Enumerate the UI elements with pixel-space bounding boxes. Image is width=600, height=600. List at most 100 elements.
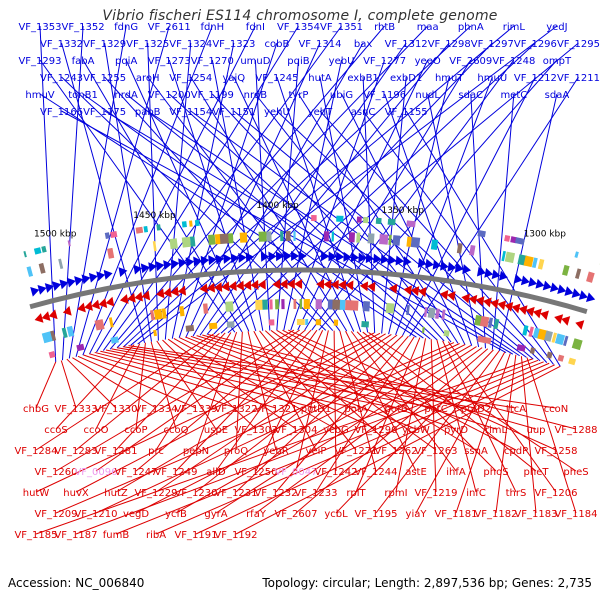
reverse-gene-label[interactable]: allD [206, 467, 226, 478]
reverse-gene-label[interactable]: VF_1210 [74, 509, 117, 520]
reverse-gene-label[interactable]: VF_0047 [274, 467, 317, 478]
forward-gene-label[interactable]: VF_1352 [62, 22, 105, 33]
forward-gene-label[interactable]: yedJ [546, 22, 567, 33]
forward-gene-label[interactable]: maa [417, 22, 439, 33]
reverse-gene-label[interactable]: VF_0096 [74, 467, 117, 478]
reverse-gene-label[interactable]: pepN [183, 446, 209, 457]
forward-gene-label[interactable]: VF_1354 [277, 22, 320, 33]
forward-gene-label[interactable]: VF_1255 [83, 73, 126, 84]
forward-gene-label[interactable]: VF_1211 [557, 73, 600, 84]
forward-gene-label[interactable]: yeeO [415, 56, 441, 67]
reverse-gene-label[interactable]: VF_1271 [334, 446, 377, 457]
forward-gene-label[interactable]: exbB1 [347, 73, 378, 84]
forward-gene-label[interactable]: bax [354, 39, 372, 50]
forward-gene-label[interactable]: VF_1329 [83, 39, 126, 50]
forward-gene-label[interactable]: VF_2611 [148, 22, 191, 33]
forward-gene-label[interactable]: VF_1277 [363, 56, 406, 67]
forward-gene-label[interactable]: VF_1353 [18, 22, 61, 33]
reverse-gene-label[interactable]: VF_1242 [314, 467, 357, 478]
reverse-gene-label[interactable]: potB [384, 404, 407, 415]
reverse-gene-label[interactable]: VF_2607 [274, 509, 317, 520]
forward-gene-label[interactable]: ompT [543, 56, 572, 67]
reverse-gene-label[interactable]: ihfA [446, 467, 466, 478]
reverse-gene-label[interactable]: pyrD [444, 425, 468, 436]
reverse-gene-label[interactable]: VF_1232 [254, 488, 297, 499]
forward-gene-label[interactable]: VF_1296 [514, 39, 557, 50]
reverse-gene-label[interactable]: ycbG [323, 425, 349, 436]
forward-gene-label[interactable]: VF_1175 [83, 107, 126, 118]
reverse-gene-label[interactable]: VF_1288 [554, 425, 597, 436]
forward-gene-label[interactable]: pabB [135, 107, 161, 118]
reverse-gene-label[interactable]: potD1 [301, 404, 331, 415]
forward-gene-label[interactable]: VF_1295 [557, 39, 600, 50]
forward-gene-label[interactable]: sdaC [458, 90, 483, 101]
forward-gene-label[interactable]: sdaA [545, 90, 570, 101]
forward-gene-label[interactable]: VF_1293 [18, 56, 61, 67]
reverse-gene-label[interactable]: VF_1247 [114, 467, 157, 478]
reverse-gene-label[interactable]: ccoQ [164, 425, 189, 436]
forward-gene-label[interactable]: VF_1312 [385, 39, 428, 50]
forward-gene-label[interactable]: VF_1270 [191, 56, 234, 67]
forward-gene-label[interactable]: yebU [329, 56, 355, 67]
forward-gene-label[interactable]: VF_1154 [169, 107, 212, 118]
forward-gene-label[interactable]: hmuT [435, 73, 464, 84]
reverse-gene-label[interactable]: VF_1263 [414, 446, 457, 457]
forward-gene-label[interactable]: hmuV [25, 90, 54, 101]
reverse-gene-label[interactable]: ssnA [464, 446, 488, 457]
forward-gene-label[interactable]: hmuU [477, 73, 507, 84]
forward-gene-label[interactable]: phnA [458, 22, 484, 33]
forward-gene-label[interactable]: tyrP [288, 90, 308, 101]
reverse-gene-label[interactable]: VF_1303 [234, 425, 277, 436]
forward-gene-label[interactable]: nudL [415, 90, 440, 101]
reverse-gene-label[interactable]: VF_1182 [474, 509, 517, 520]
forward-gene-label[interactable]: VF_1324 [169, 39, 212, 50]
reverse-gene-label[interactable]: VF_1229 [134, 488, 177, 499]
forward-gene-label[interactable]: pqiB [287, 56, 309, 67]
reverse-gene-label[interactable]: VF_1183 [514, 509, 557, 520]
reverse-gene-label[interactable]: VF_1281 [94, 446, 137, 457]
forward-gene-label[interactable]: VF_1199 [191, 90, 234, 101]
forward-gene-label[interactable]: asnC [351, 107, 376, 118]
forward-gene-label[interactable]: nrdA [114, 90, 138, 101]
reverse-gene-label[interactable]: VF_1339 [174, 404, 217, 415]
reverse-gene-label[interactable]: potA [344, 404, 367, 415]
reverse-gene-label[interactable]: astE [405, 467, 427, 478]
forward-gene-label[interactable]: VF_1196 [363, 90, 406, 101]
reverse-gene-label[interactable]: phoS [483, 467, 508, 478]
reverse-gene-label[interactable]: VF_1260 [34, 467, 77, 478]
reverse-gene-label[interactable]: VF_1333 [54, 404, 97, 415]
reverse-gene-label[interactable]: rimL [485, 425, 508, 436]
reverse-gene-label[interactable]: ccoN [544, 404, 569, 415]
reverse-gene-label[interactable]: ccoP [124, 425, 147, 436]
reverse-gene-label[interactable]: VF_1249 [154, 467, 197, 478]
reverse-gene-label[interactable]: VF_1187 [54, 530, 97, 541]
reverse-gene-label[interactable]: hutZ [104, 488, 128, 499]
reverse-gene-label[interactable]: ycbL [324, 509, 348, 520]
reverse-gene-label[interactable]: VF_1244 [354, 467, 397, 478]
reverse-gene-label[interactable]: VF_1284 [14, 446, 57, 457]
forward-gene-label[interactable]: cobB [265, 39, 290, 50]
forward-gene-label[interactable]: VF_1166 [40, 107, 83, 118]
forward-gene-label[interactable]: VF_1297 [471, 39, 514, 50]
forward-gene-label[interactable]: VF_1325 [126, 39, 169, 50]
forward-gene-label[interactable]: VF_1200 [148, 90, 191, 101]
reverse-gene-label[interactable]: infC [466, 488, 486, 499]
reverse-gene-label[interactable]: VF_1192 [214, 530, 257, 541]
forward-gene-label[interactable]: fdnI [246, 22, 265, 33]
reverse-gene-label[interactable]: cpdP [504, 446, 528, 457]
forward-gene-label[interactable]: rhtB [374, 22, 395, 33]
reverse-gene-label[interactable]: VF_1219 [414, 488, 457, 499]
reverse-gene-label[interactable]: huvX [63, 488, 89, 499]
reverse-gene-label[interactable]: VF_1184 [554, 509, 597, 520]
reverse-gene-label[interactable]: ycbW [402, 425, 430, 436]
forward-gene-label[interactable]: pqiA [115, 56, 137, 67]
reverse-gene-label[interactable]: ccoS [44, 425, 67, 436]
reverse-gene-label[interactable]: hutW [23, 488, 50, 499]
reverse-gene-label[interactable]: fumB [103, 530, 130, 541]
reverse-gene-label[interactable]: VF_1181 [434, 509, 477, 520]
forward-gene-label[interactable]: metC [500, 90, 527, 101]
reverse-gene-label[interactable]: VF_1206 [534, 488, 577, 499]
forward-gene-label[interactable]: fdnH [200, 22, 224, 33]
forward-gene-label[interactable]: VF_1323 [212, 39, 255, 50]
reverse-gene-label[interactable]: potC [424, 404, 447, 415]
